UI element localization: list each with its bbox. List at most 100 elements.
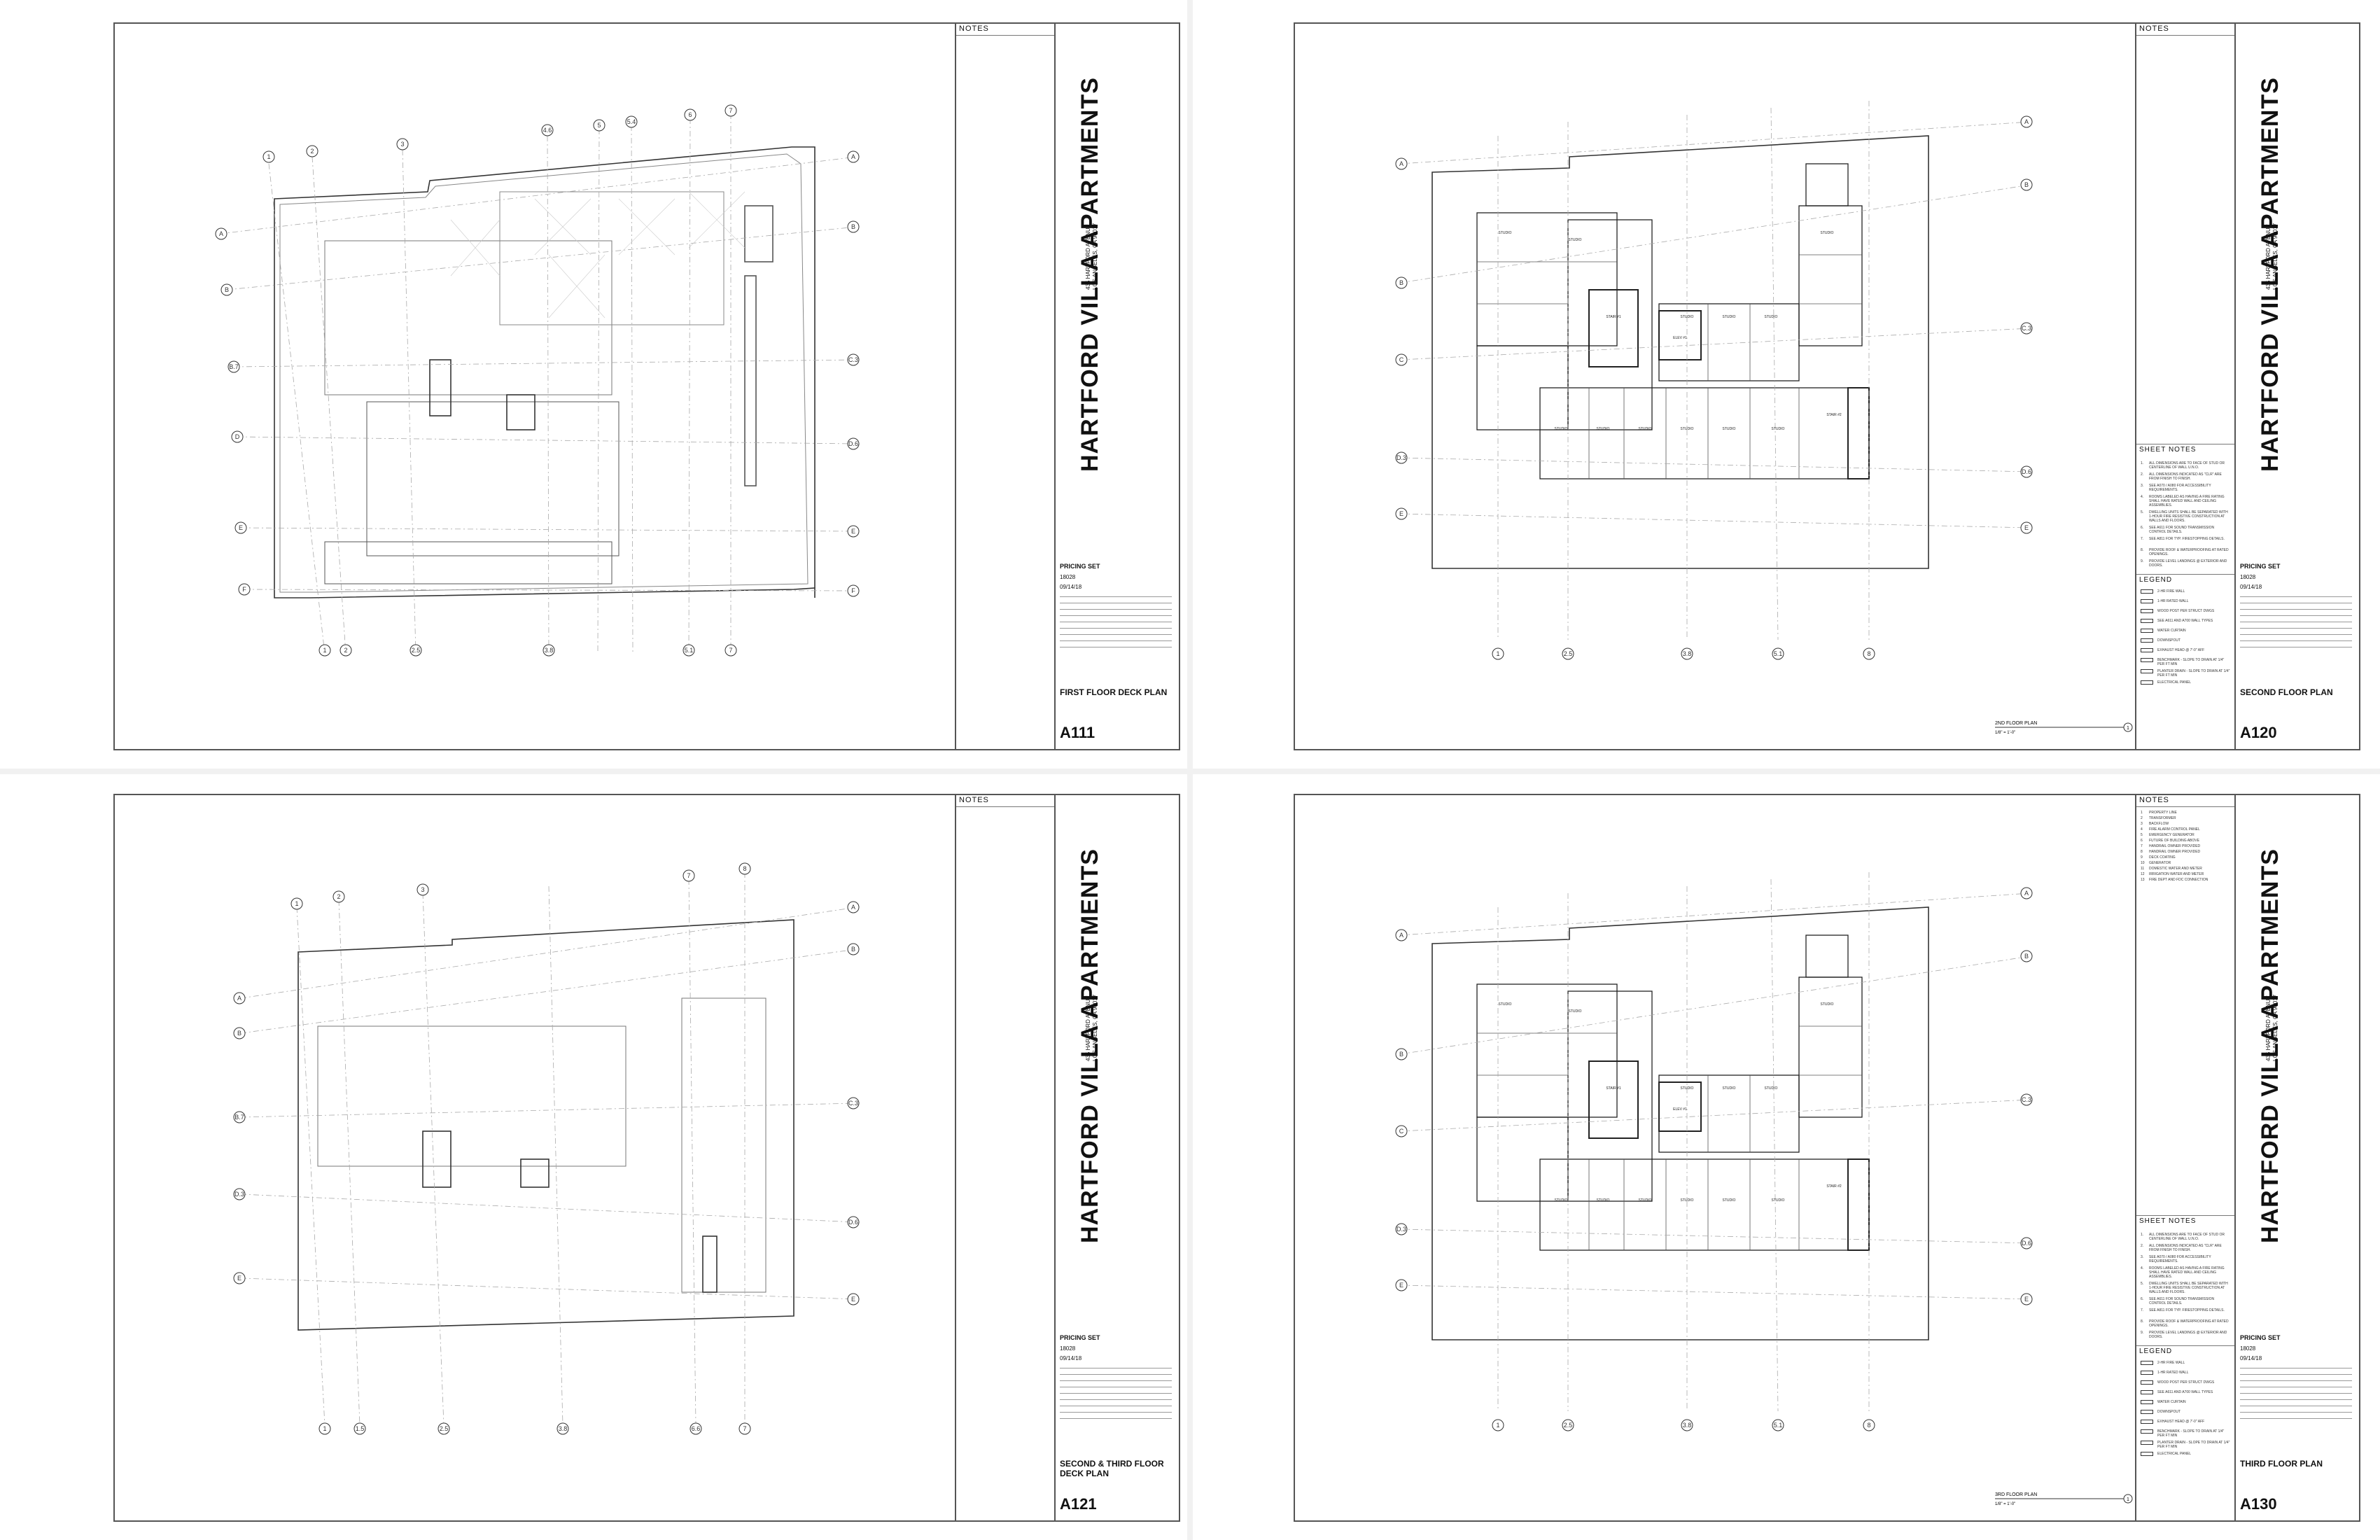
legend-symbol: [2141, 609, 2153, 613]
sheet-a130: STUDIO STUDIO STUDIO STUDIO STUDIO STUDI…: [1294, 794, 2360, 1522]
svg-text:1: 1: [1496, 1422, 1499, 1429]
svg-text:5.1: 5.1: [1774, 650, 1783, 657]
svg-text:C.3: C.3: [848, 356, 858, 363]
svg-text:8: 8: [1867, 650, 1870, 657]
svg-text:A: A: [2024, 118, 2029, 125]
revision-lines: [1060, 591, 1172, 648]
svg-text:1: 1: [295, 900, 298, 907]
plan-title: 3RD FLOOR PLAN: [1995, 1492, 2037, 1497]
svg-text:E: E: [1399, 1282, 1404, 1289]
legend-symbol: [2141, 669, 2153, 673]
svg-text:1: 1: [2127, 726, 2129, 731]
svg-text:D.3: D.3: [1396, 1226, 1406, 1233]
address-line-1: 435 HARTFORD AVENUE: [2265, 995, 2272, 1061]
legend-item: DOWNSPOUT: [2157, 1410, 2181, 1414]
svg-text:STUDIO: STUDIO: [1772, 427, 1785, 431]
svg-text:3.8: 3.8: [545, 647, 554, 654]
svg-text:STAIR #1: STAIR #1: [1606, 315, 1621, 319]
svg-text:1: 1: [323, 647, 326, 654]
svg-text:2.5: 2.5: [412, 647, 421, 654]
notes-title: NOTES: [2139, 796, 2169, 804]
svg-text:8: 8: [1867, 1422, 1870, 1429]
address-line-1: 435 HARTFORD AVENUE: [1085, 224, 1091, 290]
svg-text:A: A: [1399, 160, 1404, 167]
svg-text:3.8: 3.8: [1683, 650, 1692, 657]
svg-text:2.5: 2.5: [1564, 650, 1573, 657]
legend-item: EXHAUST HEAD @ 7'-0" AFF: [2157, 1420, 2205, 1424]
legend-item: 1-HR RATED WALL: [2157, 1371, 2189, 1375]
svg-text:7: 7: [743, 1425, 746, 1432]
svg-text:STUDIO: STUDIO: [1723, 427, 1736, 431]
svg-text:STUDIO: STUDIO: [1772, 1198, 1785, 1203]
title-block: HARTFORD VILLA APARTMENTS 435 HARTFORD A…: [2234, 24, 2359, 749]
sheet-a111: 1 2 3 4.6 5 5.4 6 7 A B B.7 D E F A B C.…: [113, 22, 1180, 750]
sheet-note: DWELLING UNITS SHALL BE SEPARATED WITH 1…: [2149, 1282, 2228, 1294]
revision-lines: [2240, 1362, 2352, 1419]
legend-item: 1-HR RATED WALL: [2157, 599, 2189, 603]
svg-text:STUDIO: STUDIO: [1681, 427, 1694, 431]
svg-text:STAIR #1: STAIR #1: [1606, 1086, 1621, 1091]
svg-text:STAIR #2: STAIR #2: [1826, 413, 1842, 417]
svg-text:7: 7: [729, 647, 732, 654]
legend-item: 2-HR FIRE WALL: [2157, 1361, 2185, 1365]
svg-text:2: 2: [310, 148, 314, 155]
svg-text:STUDIO: STUDIO: [1765, 315, 1778, 319]
svg-text:B.7: B.7: [234, 1114, 244, 1121]
revision-lines: [1060, 1362, 1172, 1419]
sheet-notes-title: SHEET NOTES: [2139, 1217, 2197, 1225]
site-note: TRANSFORMER: [2149, 816, 2176, 820]
project-address-block: 435 HARTFORD AVENUE LOS ANGELES, CA 90017: [2265, 80, 2279, 290]
svg-text:D.6: D.6: [2022, 468, 2031, 475]
notes-title: NOTES: [959, 24, 989, 33]
address-line-2: LOS ANGELES, CA 90017: [1092, 223, 1098, 290]
legend-item: WOOD POST PER STRUCT DWGS: [2157, 1380, 2215, 1385]
legend-symbol: [2141, 599, 2153, 603]
legend-symbol: [2141, 1420, 2153, 1424]
job-number: 18028: [2240, 1345, 2256, 1352]
set-label: PRICING SET: [1060, 1334, 1100, 1341]
svg-text:1: 1: [267, 153, 270, 160]
set-label: PRICING SET: [1060, 563, 1100, 570]
svg-text:F: F: [851, 587, 855, 594]
sheet-number: A111: [1060, 724, 1096, 741]
legend-item: ELECTRICAL PANEL: [2157, 680, 2192, 685]
svg-text:A: A: [219, 230, 223, 237]
notes-column: NOTES 1 PROPERTY LINE 2 TRANSFORMER 3 BACKF…: [2135, 795, 2236, 1520]
svg-text:STUDIO: STUDIO: [1597, 1198, 1610, 1203]
svg-text:STUDIO: STUDIO: [1569, 1009, 1582, 1014]
sheet-note: ROOMS LABELED AS HAVING A FIRE RATING SH…: [2149, 495, 2225, 507]
svg-text:B: B: [237, 1030, 241, 1037]
svg-text:2.5: 2.5: [440, 1425, 449, 1432]
sheet-note: SEE A611 FOR SOUND TRANSMISSION CONTROL …: [2149, 1297, 2215, 1306]
svg-text:STUDIO: STUDIO: [1723, 1086, 1736, 1091]
sheet-note: PROVIDE ROOF & WATERPROOFING AT RATED OP…: [2149, 1320, 2229, 1328]
revision-lines: [2240, 591, 2352, 648]
svg-text:1: 1: [1496, 650, 1499, 657]
address-line-2: LOS ANGELES, CA 90017: [2272, 994, 2278, 1061]
plan-title: 2ND FLOOR PLAN: [1995, 721, 2037, 726]
svg-text:3.8: 3.8: [1683, 1422, 1692, 1429]
plan-title-block: 1 3RD FLOOR PLAN 1/8" = 1'-0": [1995, 1492, 2133, 1506]
issue-date: 09/14/18: [2240, 1355, 2262, 1362]
svg-text:5.1: 5.1: [685, 647, 694, 654]
sheet-note: PROVIDE LEVEL LANDINGS @ EXTERIOR AND DO…: [2149, 559, 2227, 568]
svg-text:STUDIO: STUDIO: [1569, 238, 1582, 242]
notes-divider: [956, 806, 1056, 807]
svg-text:D.6: D.6: [848, 1219, 858, 1226]
notes-divider: [956, 35, 1056, 36]
legend-symbol: [2141, 1452, 2153, 1456]
sheet-number: A121: [1060, 1495, 1097, 1513]
legend-symbol: [2141, 589, 2153, 594]
plan-scale: 1/8" = 1'-0": [1995, 731, 2015, 735]
svg-text:7: 7: [729, 107, 732, 114]
svg-text:1: 1: [323, 1425, 326, 1432]
legend-item: DOWNSPOUT: [2157, 638, 2181, 643]
legend-item: WATER CURTAIN: [2157, 1400, 2186, 1404]
sheet-note: PROVIDE LEVEL LANDINGS @ EXTERIOR AND DO…: [2149, 1331, 2227, 1339]
sheet-note: SEE A611 FOR SOUND TRANSMISSION CONTROL …: [2149, 526, 2215, 534]
site-note: IRRIGATION WATER AND METER: [2149, 872, 2204, 876]
legend-symbol: [2141, 680, 2153, 685]
set-label: PRICING SET: [2240, 563, 2281, 570]
svg-text:7: 7: [687, 872, 690, 879]
svg-text:A: A: [851, 153, 855, 160]
